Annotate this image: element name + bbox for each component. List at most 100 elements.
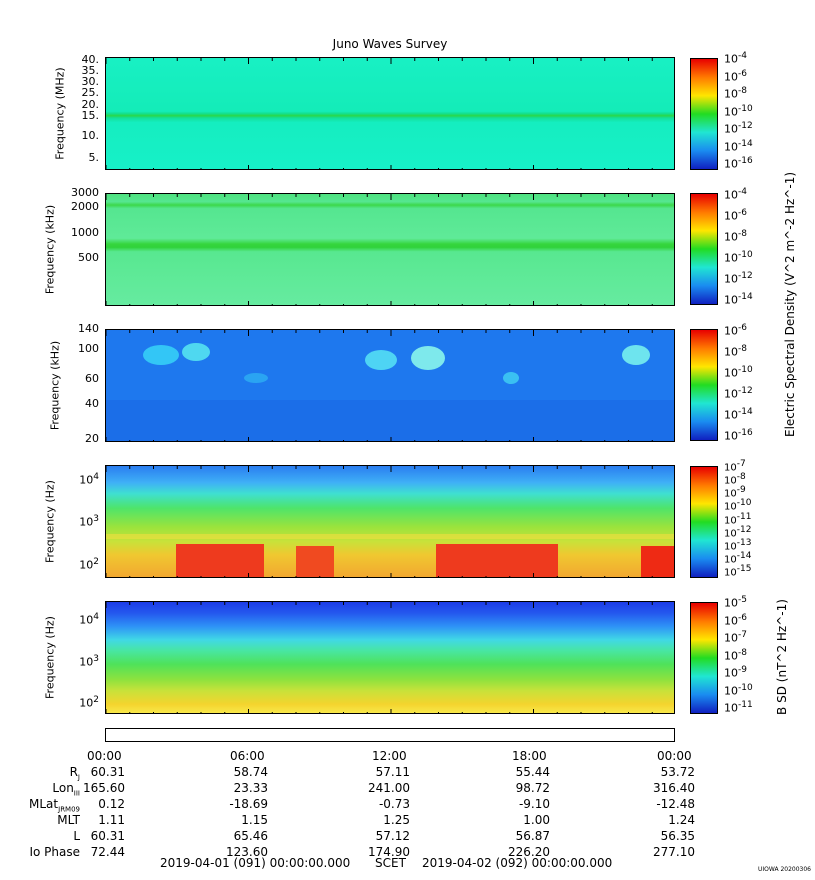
spectrogram-panel-4 (105, 465, 675, 578)
time-tick-label: 00:00 (657, 749, 692, 763)
colorbar-label-electric: Electric Spectral Density (V^2 m^-2 Hz^-… (783, 171, 797, 437)
footer-start-time: 2019-04-01 (091) 00:00:00.000 (160, 856, 351, 870)
ephemeris-value: 98.72 (515, 781, 550, 795)
y-tick-label: 35. (81, 64, 100, 77)
ephemeris-value: 1.24 (668, 813, 695, 827)
colorbar-4 (690, 466, 718, 578)
colorbar-tick-label: 10-5 (724, 595, 747, 610)
y-tick-label: 500 (78, 251, 99, 264)
ephemeris-label: L (73, 829, 80, 843)
colorbar-tick-label: 10-16 (724, 428, 753, 443)
y-tick-label: 60 (85, 372, 99, 385)
colorbar-tick-label: 10-8 (724, 229, 747, 244)
colorbar-3 (690, 329, 718, 441)
colorbar-tick-label: 10-8 (724, 472, 746, 487)
colorbar-tick-label: 10-12 (724, 524, 752, 539)
panel-3-overlay (106, 330, 674, 441)
ephemeris-value: 60.31 (90, 765, 125, 779)
colorbar-tick-label: 10-7 (724, 630, 747, 645)
y-tick-label: 100 (78, 342, 99, 355)
colorbar-tick-label: 10-9 (724, 485, 746, 500)
time-tick-label: 00:00 (87, 749, 122, 763)
y-tick-label: 1000 (71, 226, 99, 239)
colorbar-tick-label: 10-14 (724, 138, 753, 154)
ephemeris-value: 316.40 (653, 781, 695, 795)
footer-scet: SCET (375, 856, 406, 870)
colorbar-tick-label: 10-10 (724, 103, 753, 119)
y-tick-label: 103 (79, 654, 99, 669)
ephemeris-value: 55.44 (515, 765, 550, 779)
colorbar-tick-label: 10-4 (724, 187, 747, 202)
colorbar-tick-label: 10-4 (724, 51, 747, 66)
y-tick-label: 2000 (71, 200, 99, 213)
y-tick-label: 103 (79, 514, 99, 529)
y-tick-label: 140 (78, 322, 99, 335)
colorbar-tick-label: 10-8 (724, 86, 747, 101)
spectrogram-panel-1 (105, 57, 675, 170)
colorbar-tick-label: 10-6 (724, 323, 747, 338)
y-tick-label: 40. (81, 53, 100, 66)
ephemeris-value: 57.12 (375, 829, 410, 843)
time-tick-label: 12:00 (372, 749, 407, 763)
colorbar-5 (690, 602, 718, 714)
y-tick-label: 20. (81, 98, 100, 111)
colorbar-tick-label: 10-15 (724, 564, 752, 579)
ephemeris-label: LonIII (52, 781, 80, 798)
colorbar-tick-label: 10-7 (724, 459, 746, 474)
colorbar-tick-label: 10-8 (724, 647, 747, 663)
y-tick-label: 104 (79, 472, 99, 487)
ephemeris-value: 56.35 (660, 829, 695, 843)
colorbar-tick-label: 10-14 (724, 292, 753, 307)
colorbar-tick-label: 10-12 (724, 386, 753, 401)
y-tick-label: 102 (79, 557, 99, 572)
footer-end-time: 2019-04-02 (092) 00:00:00.000 (422, 856, 613, 870)
ephemeris-value: 165.60 (83, 781, 125, 795)
colorbar-tick-label: 10-11 (724, 511, 752, 526)
panel-2-overlay (106, 194, 653, 305)
ephemeris-value: 60.31 (90, 829, 125, 843)
ephemeris-value: -0.73 (378, 797, 410, 811)
spectrogram-panel-2 (105, 193, 675, 306)
credit-label: UIOWA 20200306 (757, 866, 811, 873)
chart-title: Juno Waves Survey (332, 37, 448, 51)
colorbar-tick-label: 10-6 (724, 612, 747, 628)
ephemeris-value: 1.25 (383, 813, 410, 827)
colorbar-tick-label: 10-10 (724, 682, 753, 698)
ephemeris-value: -18.69 (229, 797, 268, 811)
colorbar-tick-label: 10-9 (724, 665, 747, 680)
y-tick-label: 104 (79, 612, 99, 627)
y-tick-label: 20 (85, 432, 99, 445)
panel-4-overlay (106, 466, 674, 577)
panel-1-overlay (106, 58, 653, 169)
y-tick-label: 10. (81, 129, 100, 142)
ephemeris-value: 241.00 (368, 781, 410, 795)
ephemeris-value: 23.33 (233, 781, 268, 795)
ephemeris-value: -12.48 (656, 797, 695, 811)
colorbar-2 (690, 193, 718, 305)
y-tick-label: 15. (81, 109, 100, 122)
colorbar-tick-label: 10-10 (724, 498, 752, 513)
colorbar-tick-label: 10-10 (724, 365, 753, 380)
ephemeris-value: 65.46 (233, 829, 268, 843)
panel-5-overlay (106, 602, 653, 713)
colorbar-tick-label: 10-14 (724, 407, 753, 422)
y-tick-label: 102 (79, 695, 99, 710)
colorbar-tick-label: 10-13 (724, 537, 752, 553)
ephemeris-label: RJ (69, 765, 80, 782)
colorbar-tick-label: 10-11 (724, 700, 753, 715)
ephemeris-value: 53.72 (660, 765, 695, 779)
colorbar-1 (690, 58, 718, 170)
time-tick-label: 18:00 (512, 749, 547, 763)
colorbar-tick-label: 10-14 (724, 550, 752, 566)
colorbar-tick-label: 10-12 (724, 271, 753, 286)
ephemeris-value: 226.20 (508, 845, 550, 859)
ephemeris-value: 0.12 (98, 797, 125, 811)
colorbar-tick-label: 10-12 (724, 121, 753, 136)
ephemeris-value: 58.74 (233, 765, 268, 779)
ephemeris-value: 174.90 (368, 845, 410, 859)
y-tick-label: 5. (88, 151, 100, 164)
ephemeris-label: MLatJRM09 (29, 797, 80, 814)
y-tick-label: 25. (81, 86, 100, 99)
colorbar-label-bsd: B SD (nT^2 Hz^-1) (775, 599, 789, 715)
ephemeris-value: 277.10 (653, 845, 695, 859)
